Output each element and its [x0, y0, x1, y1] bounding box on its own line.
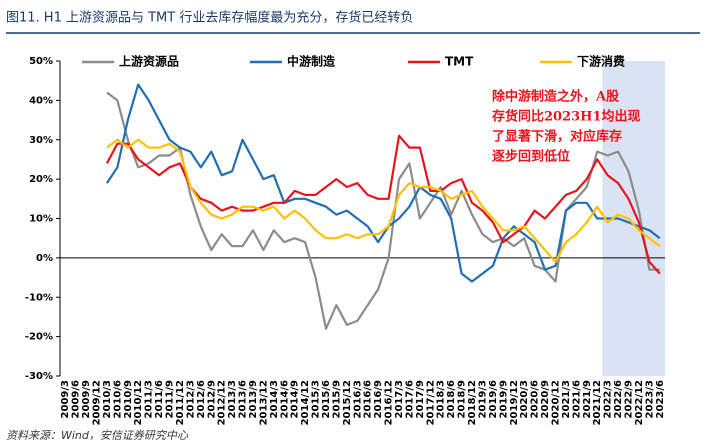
y-tick-label: -10% [25, 292, 53, 303]
x-tick-label: 2019/3 [477, 380, 488, 418]
y-tick-label: 10% [29, 214, 53, 225]
x-tick-label: 2010/6 [112, 380, 123, 418]
annotation: 了显著下滑，对应库存 [492, 129, 622, 145]
y-tick-label: 50% [29, 56, 53, 67]
x-tick-label: 2013/3 [227, 380, 238, 418]
series-line [106, 138, 661, 263]
annotation: 除中游制造之外，A股 [492, 89, 619, 105]
annotation: 存货同比2023H1均出现 [492, 109, 641, 125]
x-tick-label: 2010/9 [123, 380, 134, 418]
x-tick-label: 2017/6 [404, 380, 415, 418]
x-tick-label: 2016/3 [352, 380, 363, 418]
x-tick-label: 2023/3 [644, 380, 655, 418]
x-tick-label: 2021/6 [571, 380, 582, 418]
x-tick-label: 2012/3 [185, 380, 196, 418]
x-tick-label: 2011/12 [175, 380, 186, 425]
x-tick-label: 2019/12 [509, 380, 520, 425]
x-tick-label: 2020/12 [550, 380, 561, 425]
y-tick-label: 30% [29, 135, 53, 146]
y-tick-label: 20% [29, 174, 53, 185]
x-tick-label: 2020/6 [530, 380, 541, 418]
x-tick-label: 2018/3 [436, 380, 447, 418]
x-tick-label: 2019/6 [488, 380, 499, 418]
x-tick-label: 2022/6 [613, 380, 624, 418]
y-tick-label: -20% [25, 332, 53, 343]
y-tick-label: 40% [29, 95, 53, 106]
x-tick-label: 2016/12 [384, 380, 395, 425]
legend-label: 中游制造 [287, 54, 336, 69]
legend-label: 下游消费 [577, 54, 625, 69]
x-tick-label: 2014/9 [290, 380, 301, 418]
x-tick-label: 2009/6 [71, 380, 82, 418]
x-tick-label: 2011/3 [144, 380, 155, 418]
x-tick-label: 2012/6 [196, 380, 207, 418]
legend-label: 上游资源品 [119, 54, 179, 69]
x-tick-label: 2014/6 [279, 380, 290, 418]
x-tick-label: 2013/6 [238, 380, 249, 418]
x-tick-label: 2015/12 [342, 380, 353, 425]
x-tick-label: 2017/9 [415, 380, 426, 418]
y-tick-label: 0% [36, 253, 53, 264]
x-tick-label: 2014/3 [269, 380, 280, 418]
x-tick-label: 2019/9 [498, 380, 509, 418]
x-tick-label: 2017/12 [425, 380, 436, 425]
y-tick-label: -30% [25, 371, 53, 382]
annotation: 逐步回到低位 [492, 149, 570, 165]
x-tick-label: 2018/6 [446, 380, 457, 418]
x-tick-label: 2021/9 [582, 380, 593, 418]
x-tick-label: 2014/12 [300, 380, 311, 425]
x-tick-label: 2022/9 [623, 380, 634, 418]
x-tick-label: 2011/9 [165, 380, 176, 418]
series-line [105, 83, 661, 283]
x-tick-label: 2020/9 [540, 380, 551, 418]
chart-title: 图11. H1 上游资源品与 TMT 行业去库存幅度最为充分，存货已经转负 [6, 10, 413, 26]
x-tick-label: 2009/3 [60, 380, 71, 418]
x-tick-label: 2011/6 [154, 380, 165, 418]
x-tick-label: 2016/6 [363, 380, 374, 418]
x-tick-label: 2012/9 [206, 380, 217, 418]
x-tick-label: 2013/9 [248, 380, 259, 418]
series-line [105, 134, 661, 275]
x-tick-label: 2018/12 [467, 380, 478, 425]
x-tick-label: 2016/9 [373, 380, 384, 418]
x-tick-label: 2017/3 [394, 380, 405, 418]
x-tick-label: 2022/12 [634, 380, 645, 425]
x-tick-label: 2012/12 [217, 380, 228, 425]
legend-label: TMT [445, 55, 474, 69]
x-tick-label: 2013/12 [258, 380, 269, 425]
x-tick-label: 2021/12 [592, 380, 603, 425]
x-tick-label: 2023/6 [655, 380, 666, 418]
x-tick-label: 2021/3 [561, 380, 572, 418]
x-tick-label: 2009/9 [81, 380, 92, 418]
source: 资料来源：Wind，安信证券研究中心 [6, 429, 189, 440]
x-tick-label: 2020/3 [519, 380, 530, 418]
x-tick-label: 2015/3 [311, 380, 322, 418]
x-tick-label: 2010/3 [102, 380, 113, 418]
x-tick-label: 2022/3 [603, 380, 614, 418]
x-tick-label: 2015/6 [321, 380, 332, 418]
x-tick-label: 2015/9 [331, 380, 342, 418]
x-tick-label: 2018/9 [457, 380, 468, 418]
x-tick-label: 2009/12 [92, 380, 103, 425]
series-line [106, 91, 660, 330]
x-tick-label: 2010/12 [133, 380, 144, 425]
